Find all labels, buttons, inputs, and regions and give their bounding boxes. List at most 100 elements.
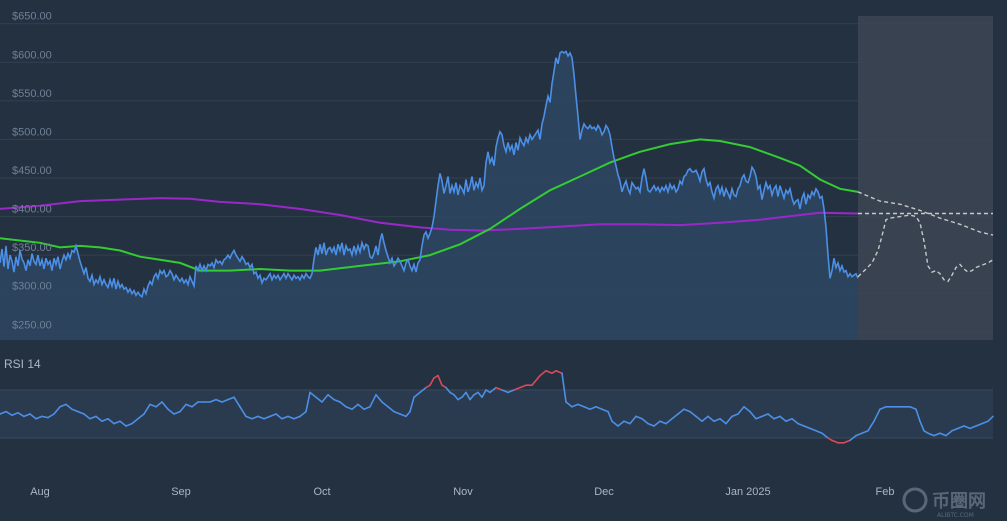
- rsi-segment: [821, 432, 829, 439]
- rsi-segment: [719, 417, 727, 425]
- watermark-subtext: ALIBTC.COM: [937, 512, 974, 519]
- rsi-segment: [513, 386, 521, 391]
- y-tick-label: $300.00: [12, 281, 52, 293]
- rsi-segment: [161, 401, 169, 411]
- rsi-segment: [601, 408, 609, 413]
- rsi-segment: [405, 410, 411, 418]
- rsi-segment: [713, 417, 721, 423]
- y-tick-label: $450.00: [12, 165, 52, 177]
- rsi-segment: [589, 405, 597, 411]
- rsi-segment: [647, 422, 655, 427]
- sma-slow-line: [0, 197, 859, 232]
- rsi-segment: [137, 413, 145, 420]
- rsi-segment: [791, 417, 799, 425]
- rsi-band: [0, 390, 993, 438]
- rsi-segment: [445, 386, 451, 394]
- rsi-segment: [357, 403, 365, 411]
- rsi-segment: [149, 403, 157, 408]
- rsi-segment: [531, 379, 537, 387]
- rsi-segment: [803, 425, 811, 430]
- rsi-segment: [461, 391, 467, 399]
- rsi-segment: [501, 389, 509, 394]
- rsi-segment: [743, 405, 751, 413]
- rsi-segment: [665, 417, 673, 425]
- rsi-segment: [489, 386, 497, 394]
- rsi-segment: [287, 415, 295, 420]
- rsi-segment: [945, 429, 953, 437]
- rsi-segment: [47, 413, 55, 419]
- y-tick-label: $350.00: [12, 242, 52, 254]
- rsi-segment: [571, 403, 579, 408]
- rsi-segment: [351, 403, 359, 411]
- rsi-segment: [173, 410, 181, 415]
- rsi-segment: [263, 415, 271, 420]
- rsi-segment: [785, 417, 793, 423]
- rsi-line: [0, 369, 994, 444]
- rsi-segment: [345, 405, 353, 411]
- rsi-segment: [125, 422, 133, 427]
- rsi-segment: [221, 398, 229, 403]
- y-tick-label: $500.00: [12, 126, 52, 138]
- rsi-segment: [749, 410, 757, 420]
- rsi-segment: [305, 391, 311, 413]
- rsi-segment: [535, 374, 541, 382]
- rsi-segment: [281, 415, 289, 420]
- rsi-segment: [251, 415, 259, 420]
- rsi-segment: [233, 396, 241, 408]
- rsi-segment: [381, 401, 389, 408]
- rsi-segment: [919, 420, 925, 432]
- rsi-segment: [245, 415, 253, 420]
- x-axis: Aug Sep Oct Nov Dec Jan 2025 Feb: [30, 486, 894, 498]
- price-line: [0, 50, 859, 299]
- rsi-segment: [707, 415, 715, 423]
- rsi-segment: [293, 415, 301, 420]
- rsi-segment: [333, 398, 341, 403]
- rsi-segment: [465, 391, 471, 401]
- rsi-segment: [143, 403, 151, 415]
- rsi-segment: [849, 434, 857, 442]
- rsi-segment: [507, 389, 515, 394]
- rsi-segment: [623, 420, 631, 425]
- x-tick-label: Aug: [30, 486, 50, 498]
- rsi-segment: [695, 415, 703, 423]
- rsi-segment: [209, 398, 217, 403]
- rsi-segment: [957, 425, 965, 430]
- rsi-segment: [969, 425, 977, 430]
- rsi-segment: [315, 396, 323, 403]
- x-tick-label: Oct: [313, 486, 330, 498]
- rsi-segment: [689, 410, 697, 418]
- rsi-segment: [53, 405, 61, 415]
- rsi-segment: [873, 408, 881, 423]
- rsi-segment: [981, 420, 989, 425]
- rsi-segment: [731, 413, 739, 418]
- rsi-segment: [779, 415, 787, 423]
- rsi-segment: [867, 420, 875, 432]
- rsi-segment: [659, 420, 667, 425]
- rsi-segment: [299, 410, 307, 418]
- rsi-segment: [611, 420, 619, 427]
- rsi-segment: [861, 429, 869, 435]
- rsi-segment: [773, 415, 781, 420]
- forecast-path-line: [857, 214, 994, 283]
- rsi-segment: [191, 401, 199, 408]
- rsi-segment: [101, 417, 109, 423]
- rsi-segment: [409, 396, 415, 413]
- rsi-segment: [95, 415, 103, 423]
- x-tick-label: Feb: [876, 486, 895, 498]
- x-tick-label: Jan 2025: [725, 486, 770, 498]
- rsi-segment: [309, 391, 317, 399]
- rsi-segment: [683, 408, 691, 413]
- rsi-segment: [393, 410, 401, 415]
- rsi-segment: [275, 413, 283, 420]
- rsi-segment: [155, 401, 163, 408]
- rsi-segment: [767, 413, 775, 420]
- rsi-segment: [375, 393, 383, 403]
- forecast-band: [858, 16, 993, 340]
- rsi-segment: [939, 432, 947, 437]
- sma-fast-line: [0, 138, 859, 272]
- y-tick-label: $250.00: [12, 319, 52, 331]
- rsi-segment: [363, 405, 371, 411]
- rsi-segment: [555, 369, 563, 375]
- rsi-segment: [5, 410, 13, 417]
- rsi-segment: [89, 415, 97, 420]
